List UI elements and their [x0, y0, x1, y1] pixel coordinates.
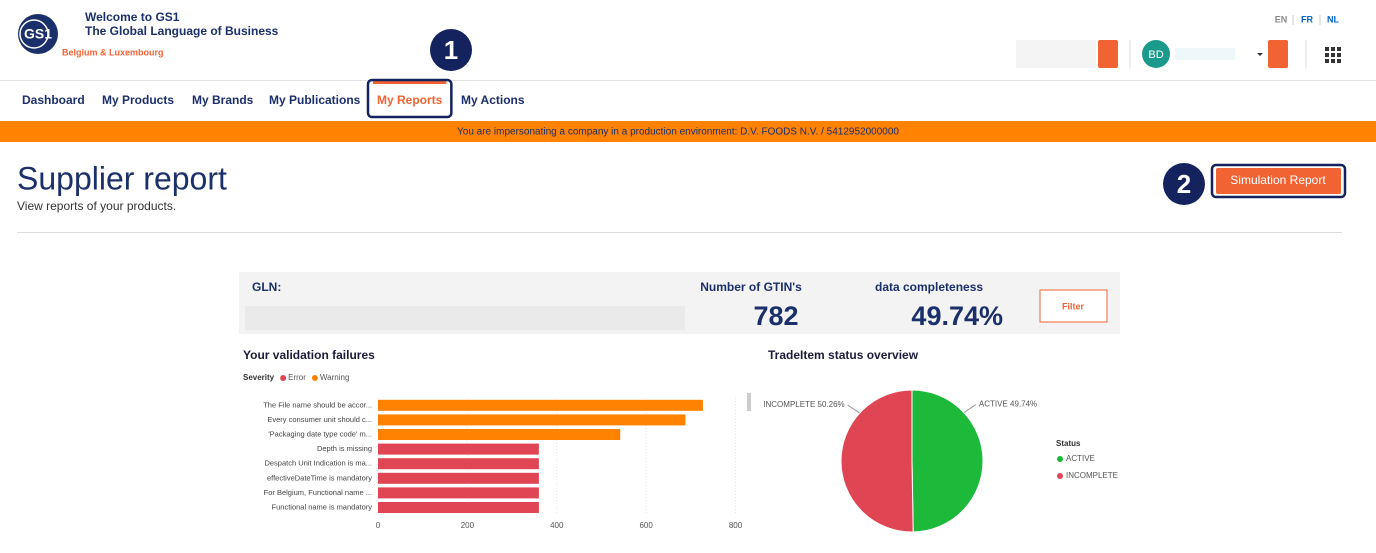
x-tick-label: 400 — [550, 521, 564, 530]
bar — [378, 472, 539, 484]
nav-item[interactable]: My Reports — [377, 93, 443, 107]
apps-grid[interactable] — [1325, 47, 1341, 63]
callout-number: 1 — [444, 35, 458, 65]
callout-number: 2 — [1177, 169, 1191, 199]
pie-slice — [840, 389, 914, 533]
legend-label: INCOMPLETE — [1066, 471, 1118, 480]
legend-swatch — [311, 375, 318, 381]
leader-line — [963, 404, 977, 413]
blurred-name — [1175, 48, 1235, 60]
pie-slice — [911, 389, 984, 533]
gtin-count: 782 — [753, 301, 798, 331]
x-tick-label: 0 — [376, 521, 381, 530]
gln-label: GLN: — [252, 280, 281, 294]
simulation-button[interactable] — [1216, 168, 1341, 194]
legend-title: Severity — [243, 373, 275, 382]
nav-item[interactable]: Dashboard — [22, 93, 85, 107]
y-tick-label: The File name should be accor... — [263, 400, 372, 409]
bar — [378, 458, 539, 470]
lang[interactable]: EN — [1275, 14, 1288, 24]
caret[interactable] — [1257, 53, 1263, 56]
bar — [378, 487, 539, 499]
legend-swatch — [280, 375, 287, 381]
filter-label: Filter — [1062, 301, 1085, 311]
logo-ring — [19, 19, 49, 49]
avatar[interactable] — [1142, 40, 1170, 68]
legend-label: ACTIVE — [1066, 454, 1095, 463]
chart-title: TradeItem status overview — [768, 348, 919, 362]
nav-item[interactable]: My Brands — [192, 93, 254, 107]
button-label: Simulation Report — [1230, 173, 1326, 187]
leader-line — [847, 404, 860, 414]
banner — [0, 121, 1376, 142]
completeness-value: 49.74% — [911, 301, 1003, 331]
data-label: INCOMPLETE 50.26% — [763, 400, 844, 409]
banner-text: You are impersonating a company in a pro… — [457, 127, 899, 138]
blurred-info — [1016, 40, 1096, 68]
highlight — [1210, 163, 1347, 199]
data-label: ACTIVE 49.74% — [979, 400, 1037, 409]
legend-title: Status — [1056, 439, 1081, 448]
legend-swatch — [1057, 473, 1063, 479]
nav-item[interactable]: My Publications — [269, 93, 361, 107]
y-tick-label: Functional name is mandatory — [272, 502, 373, 511]
y-tick-label: effectiveDateTime is mandatory — [267, 473, 372, 482]
icon-button[interactable] — [1268, 40, 1288, 68]
nav-item[interactable]: My Actions — [461, 93, 525, 107]
logo-text: GS1 — [24, 26, 52, 42]
x-tick-label: 200 — [461, 521, 475, 530]
y-tick-label: Despatch Unit Indication is ma... — [264, 459, 372, 468]
legend-label: Warning — [320, 373, 350, 382]
blurred-gln — [245, 306, 685, 330]
y-tick-label: Every consumer unit should c... — [267, 415, 372, 424]
region: Belgium & Luxembourg — [62, 47, 164, 57]
lang[interactable]: NL — [1327, 14, 1339, 24]
icon-button[interactable] — [1098, 40, 1118, 68]
bar — [378, 502, 539, 513]
lang[interactable]: FR — [1301, 14, 1313, 24]
legend-swatch — [1057, 456, 1063, 462]
tagline: The Global Language of Business — [85, 24, 279, 38]
y-tick-label: For Belgium, Functional name ... — [264, 488, 372, 497]
bar — [378, 443, 539, 455]
nav-item[interactable]: My Products — [102, 93, 174, 107]
scrollbar[interactable] — [747, 393, 751, 411]
highlight — [366, 78, 453, 119]
x-tick-label: 800 — [729, 521, 743, 530]
legend-label: Error — [288, 373, 306, 382]
completeness-label: data completeness — [875, 280, 983, 294]
gtin-label: Number of GTIN's — [700, 280, 802, 294]
logo[interactable] — [18, 14, 58, 54]
nav-active-underline — [373, 81, 447, 84]
filter-button[interactable] — [1039, 289, 1108, 323]
bar — [378, 414, 686, 426]
callout — [1163, 163, 1205, 205]
chart-title: Your validation failures — [243, 348, 375, 362]
bar — [378, 429, 621, 440]
y-tick-label: Depth is missing — [317, 444, 372, 453]
page-title: Supplier report — [17, 160, 227, 196]
x-tick-label: 600 — [639, 521, 653, 530]
page-subtitle: View reports of your products. — [17, 199, 176, 213]
bar — [378, 399, 703, 411]
callout — [430, 29, 472, 71]
y-tick-label: 'Packaging date type code' m... — [268, 429, 372, 438]
avatar-initials: BD — [1148, 49, 1163, 61]
welcome: Welcome to GS1 — [85, 10, 180, 24]
